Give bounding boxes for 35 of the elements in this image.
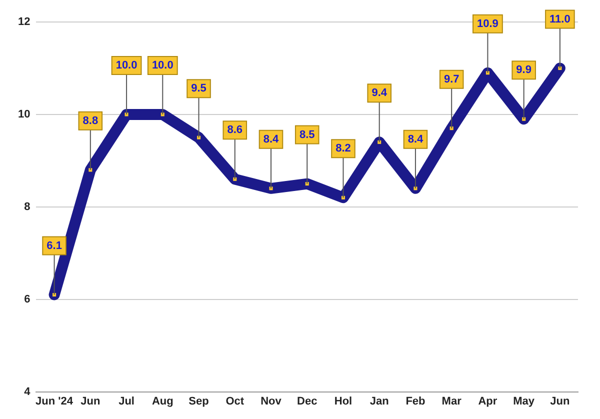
data-label: 9.9: [516, 64, 532, 76]
data-label: 9.7: [444, 73, 460, 86]
data-label: 8.6: [227, 124, 243, 136]
x-tick-label: Jun: [80, 395, 100, 408]
y-tick-label: 6: [24, 293, 30, 306]
x-tick-label: Mar: [442, 395, 462, 408]
x-tick-label: Jul: [118, 395, 134, 408]
y-tick-label: 4: [24, 386, 32, 398]
x-tick-label: Jun '24: [36, 395, 74, 408]
data-label: 9.4: [372, 87, 388, 100]
data-label: 8.5: [299, 128, 315, 141]
data-label: 6.1: [46, 240, 62, 252]
y-tick-label: 10: [18, 108, 30, 120]
x-tick-label: May: [513, 395, 536, 408]
x-tick-label: Oct: [226, 395, 244, 408]
data-label: 10.9: [476, 18, 498, 30]
x-tick-label: Dec: [297, 395, 318, 408]
data-label: 10.0: [152, 59, 174, 72]
data-label: 9.5: [191, 82, 206, 95]
x-tick-label: Jan: [370, 395, 390, 408]
x-tick-label: Nov: [260, 395, 282, 408]
data-label: 8.4: [408, 133, 424, 146]
data-label: 10.0: [116, 59, 138, 72]
x-tick-label: Hol: [334, 395, 352, 408]
y-tick-label: 8: [24, 200, 30, 213]
x-tick-label: Jun: [550, 395, 570, 408]
data-label: 8.2: [336, 142, 351, 155]
x-tick-label: Apr: [478, 395, 498, 408]
y-tick-label: 12: [18, 16, 30, 28]
data-label: 8.4: [263, 133, 280, 146]
x-tick-label: Sep: [188, 395, 210, 408]
x-tick-label: Aug: [152, 395, 174, 408]
x-tick-label: Feb: [406, 395, 426, 408]
data-label: 11.0: [550, 13, 570, 26]
data-label: 8.8: [82, 114, 98, 127]
